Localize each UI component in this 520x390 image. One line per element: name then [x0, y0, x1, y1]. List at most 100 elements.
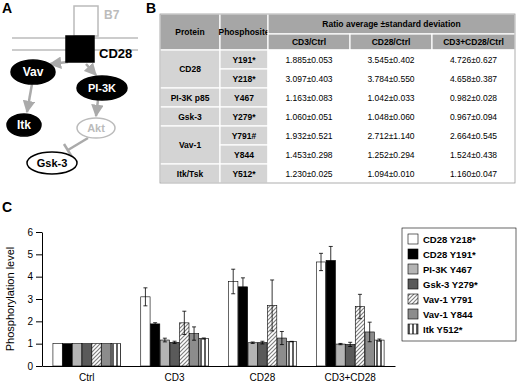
- subheader-cell: [432, 34, 515, 50]
- ratio-cell: [268, 107, 350, 126]
- y-tick-mark: [36, 232, 42, 233]
- y-tick-mark: [36, 366, 42, 367]
- ratio: 0.982±0.028: [450, 93, 497, 103]
- panel-label: B: [146, 0, 156, 16]
- error-bar: [251, 342, 255, 343]
- x-tick: CD3: [165, 366, 185, 383]
- y-tick-label: 0: [27, 361, 33, 372]
- protein-cell: [160, 164, 220, 183]
- subheader-cell: [268, 34, 350, 50]
- bar: [238, 287, 247, 366]
- ratio: 1.048±0.060: [367, 112, 414, 122]
- ratio: 1.160±0.047: [450, 169, 497, 179]
- y-tick-mark: [36, 321, 42, 322]
- table-frame: [160, 14, 515, 183]
- error-bar: [192, 327, 196, 340]
- y-tick-label: 4: [27, 271, 33, 282]
- error-bar: [182, 311, 186, 334]
- error-bar: [270, 280, 274, 331]
- node-label: Itk: [17, 118, 31, 132]
- y-tick-mark: [36, 277, 42, 278]
- ratio-cell: [432, 69, 515, 88]
- legend-box: [402, 228, 516, 341]
- arrow: [86, 64, 96, 75]
- ratio-cell: [432, 126, 515, 145]
- ratio-cell: [432, 145, 515, 164]
- ratio-cell: [268, 164, 350, 183]
- error-bar: [231, 269, 235, 294]
- ratio-cell: [350, 50, 432, 69]
- y-tick-mark: [36, 254, 42, 255]
- node-label: Vav: [23, 65, 44, 79]
- ratio: 1.524±0.438: [450, 150, 497, 160]
- node-label: PI-3K: [88, 82, 116, 94]
- node: [11, 60, 55, 84]
- legend-swatch: [408, 309, 418, 319]
- ratio: 4.726±0.627: [450, 55, 497, 65]
- bar: [346, 344, 355, 366]
- bar: [375, 340, 384, 366]
- ratio-cell: [432, 164, 515, 183]
- ratio: 1.885±0.053: [285, 55, 332, 65]
- y-tick: 4: [27, 271, 42, 282]
- ratio-cell: [350, 69, 432, 88]
- y-tick-label: 6: [27, 227, 33, 238]
- x-tick: CD28: [250, 366, 276, 383]
- x-axis-line: [43, 366, 396, 367]
- bar: [287, 342, 296, 366]
- bar: [258, 343, 267, 366]
- ratio: 1.230±0.025: [285, 169, 332, 179]
- bar: [111, 344, 120, 366]
- error-bar: [202, 338, 206, 339]
- subheader: CD28/Ctrl: [372, 37, 411, 47]
- bar: [92, 344, 101, 366]
- error-bar: [143, 288, 147, 306]
- ratio-cell: [350, 88, 432, 107]
- ratio: 1.163±0.083: [285, 93, 332, 103]
- legend-swatch: [408, 294, 418, 304]
- bar: [141, 297, 150, 366]
- node: [27, 152, 77, 174]
- header: Phosphosite: [218, 27, 269, 37]
- protein-cell: [160, 126, 220, 164]
- legend-label: Itk Y512*: [423, 324, 463, 335]
- panel-b: BProteinPhosphositeRatio average ±standa…: [146, 0, 515, 183]
- bars: [53, 246, 384, 366]
- ratio: 1.060±0.051: [285, 112, 332, 122]
- legend-label: Vav-1 Y844: [423, 309, 473, 320]
- error-bar: [319, 253, 323, 270]
- header-cell: [268, 14, 515, 34]
- bar: [150, 324, 159, 366]
- ratio-cell: [432, 107, 515, 126]
- panel-a: AB7CD28VavPI-3KItkAktGsk-3: [2, 0, 138, 174]
- ratio-cell: [268, 50, 350, 69]
- node: [74, 6, 98, 36]
- bar: [160, 340, 169, 366]
- y-tick: 0: [27, 361, 42, 372]
- protein: Vav-1: [179, 140, 201, 150]
- phosphosite-cell: [220, 126, 268, 145]
- protein-cell: [160, 50, 220, 88]
- x-tick-label: Ctrl: [79, 372, 95, 383]
- phosphosite-cell: [220, 107, 268, 126]
- error-bar: [377, 339, 381, 341]
- error-bar: [348, 342, 352, 346]
- y-tick-mark: [36, 344, 42, 345]
- node: [77, 76, 127, 100]
- protein: Gsk-3: [178, 112, 202, 122]
- ratio-cell: [432, 50, 515, 69]
- x-tick: CD3+CD28: [325, 366, 377, 383]
- ratio-cell: [350, 145, 432, 164]
- x-tick-label: CD3: [165, 372, 185, 383]
- node: [7, 114, 41, 136]
- protein-cell: [160, 88, 220, 107]
- y-tick-label: 3: [27, 294, 33, 305]
- bar: [170, 342, 179, 366]
- ratio: 3.097±0.403: [285, 74, 332, 84]
- node-label: Akt: [87, 122, 105, 134]
- phosphosite: Y279*: [232, 112, 256, 122]
- y-tick: 1: [27, 338, 42, 349]
- panel-label: C: [2, 199, 12, 215]
- bar: [53, 344, 62, 366]
- ratio-cell: [268, 145, 350, 164]
